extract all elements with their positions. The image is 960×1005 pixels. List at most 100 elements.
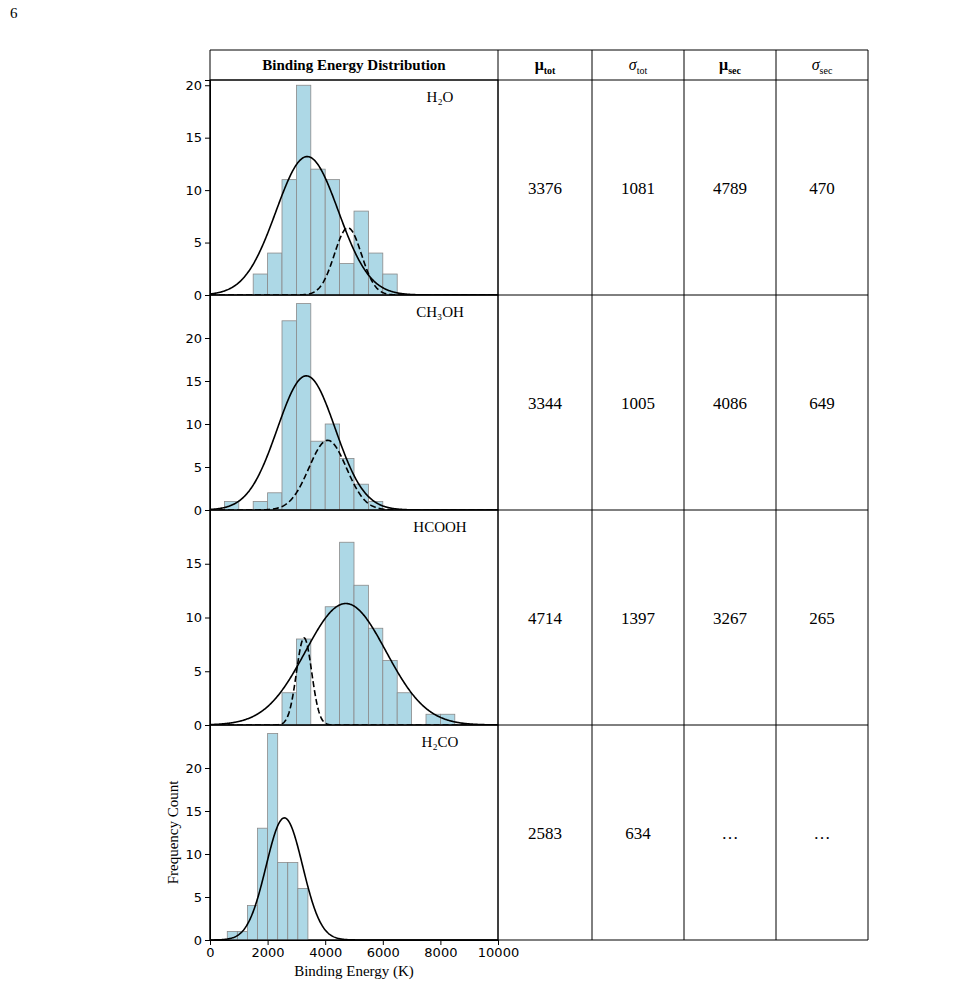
y-tick: 10 [185, 183, 210, 198]
tick-mark [205, 381, 210, 382]
tick-mark [205, 768, 210, 769]
histogram-bar [282, 180, 296, 295]
tick-label: 6000 [367, 945, 400, 960]
y-axis: 051015 [185, 511, 210, 733]
tick-label: 10 [185, 847, 202, 862]
total-fit-curve [210, 818, 498, 940]
histogram-bar [296, 639, 310, 725]
plot-area [210, 542, 498, 725]
histogram-bar [311, 441, 325, 510]
table-cell: 1081 [621, 179, 655, 198]
tick-label: 5 [194, 235, 202, 250]
y-axis: 0 5 10 15 20 [185, 296, 210, 518]
plot-area [210, 85, 498, 295]
histogram-bar [298, 888, 308, 940]
tick-label: 15 [185, 130, 202, 145]
histogram-panel: 0 5 10 15 20 H₂O [185, 78, 498, 303]
histogram-bar [268, 493, 282, 510]
secondary-fit-curve [210, 440, 498, 510]
tick-label: 0 [194, 503, 202, 518]
histogram-panel: 051015 HCOOH [185, 510, 498, 733]
tick-label: 10 [185, 183, 202, 198]
tick-mark [205, 424, 210, 425]
x-tick: 2000 [252, 940, 285, 960]
panel-title: HCOOH [413, 519, 467, 535]
tick-label: 15 [185, 804, 202, 819]
table-grid [210, 50, 868, 940]
x-tick: 6000 [367, 940, 400, 960]
secondary-fit-curve [210, 638, 498, 725]
histogram-bar [268, 734, 278, 940]
plot-frame [210, 725, 498, 940]
header-subscript: tot [544, 65, 556, 76]
tick-label: 10 [185, 610, 202, 625]
y-tick: 10 [185, 847, 210, 862]
tick-label: 5 [194, 890, 202, 905]
column-header: μsec [719, 56, 741, 76]
tick-label: 10 [185, 417, 202, 432]
tick-label: 5 [194, 460, 202, 475]
table-cell: … [722, 824, 739, 843]
tick-label: 15 [185, 374, 202, 389]
table-rule [592, 50, 593, 940]
tick-label: 0 [206, 945, 214, 960]
tick-label: 20 [185, 78, 202, 93]
table-rule [210, 50, 868, 51]
y-tick: 5 [194, 235, 210, 250]
histogram-bar [383, 661, 397, 726]
y-tick: 20 [185, 761, 210, 776]
tick-mark [205, 138, 210, 139]
tick-mark [205, 85, 210, 86]
table-cell: 470 [809, 179, 835, 198]
column-header: Binding Energy Distribution [262, 57, 446, 73]
y-tick: 20 [185, 78, 210, 93]
histogram-panel: 051015200200040006000800010000H₂COBindin… [165, 725, 519, 980]
y-tick: 10 [185, 610, 210, 625]
tick-mark [205, 190, 210, 191]
tick-label: 0 [194, 933, 202, 948]
header-symbol: μ [719, 56, 728, 74]
header-symbol: μ [535, 56, 544, 74]
histogram-bar [282, 321, 296, 510]
table-cell: 3376 [528, 179, 562, 198]
tick-label: 0 [194, 718, 202, 733]
column-header: σsec [812, 56, 833, 76]
tick-label: 2000 [252, 945, 285, 960]
y-tick: 10 [185, 417, 210, 432]
table-cell: 4714 [528, 609, 563, 628]
header-subscript: sec [820, 65, 833, 76]
x-tick: 0 [206, 940, 214, 960]
table-rule [684, 50, 685, 940]
y-tick: 5 [194, 460, 210, 475]
histogram-bar [368, 253, 382, 295]
histogram-bar [325, 607, 339, 725]
tick-label: 8000 [424, 945, 457, 960]
total-fit-curve [210, 376, 498, 510]
y-tick: 5 [194, 890, 210, 905]
histogram-bar [397, 693, 411, 725]
table-header: Binding Energy Distributionμtotσtotμsecσ… [262, 56, 833, 76]
histogram-bar [282, 693, 296, 725]
table-cell: 4789 [713, 179, 747, 198]
tick-mark [205, 940, 210, 941]
table-cell: 1397 [621, 609, 656, 628]
tick-label: 10000 [478, 945, 519, 960]
histogram-bar [253, 274, 267, 295]
tick-mark [205, 811, 210, 812]
tick-mark [205, 897, 210, 898]
secondary-fit-curve [210, 228, 498, 295]
histogram-bar [296, 85, 310, 295]
histogram-bar [311, 169, 325, 295]
x-axis-title: Binding Energy (K) [294, 963, 414, 980]
x-tick: 8000 [424, 940, 457, 960]
table-cell: 1005 [621, 394, 655, 413]
tick-label: 20 [185, 331, 202, 346]
histogram-bar [278, 863, 288, 940]
tick-label: 0 [194, 288, 202, 303]
panel-title: H₂O [427, 89, 454, 105]
total-fit-curve [210, 157, 498, 295]
y-tick: 20 [185, 331, 210, 346]
table-rule [868, 50, 869, 940]
tick-mark [205, 467, 210, 468]
y-axis: 0 5 10 15 20 [185, 726, 210, 948]
